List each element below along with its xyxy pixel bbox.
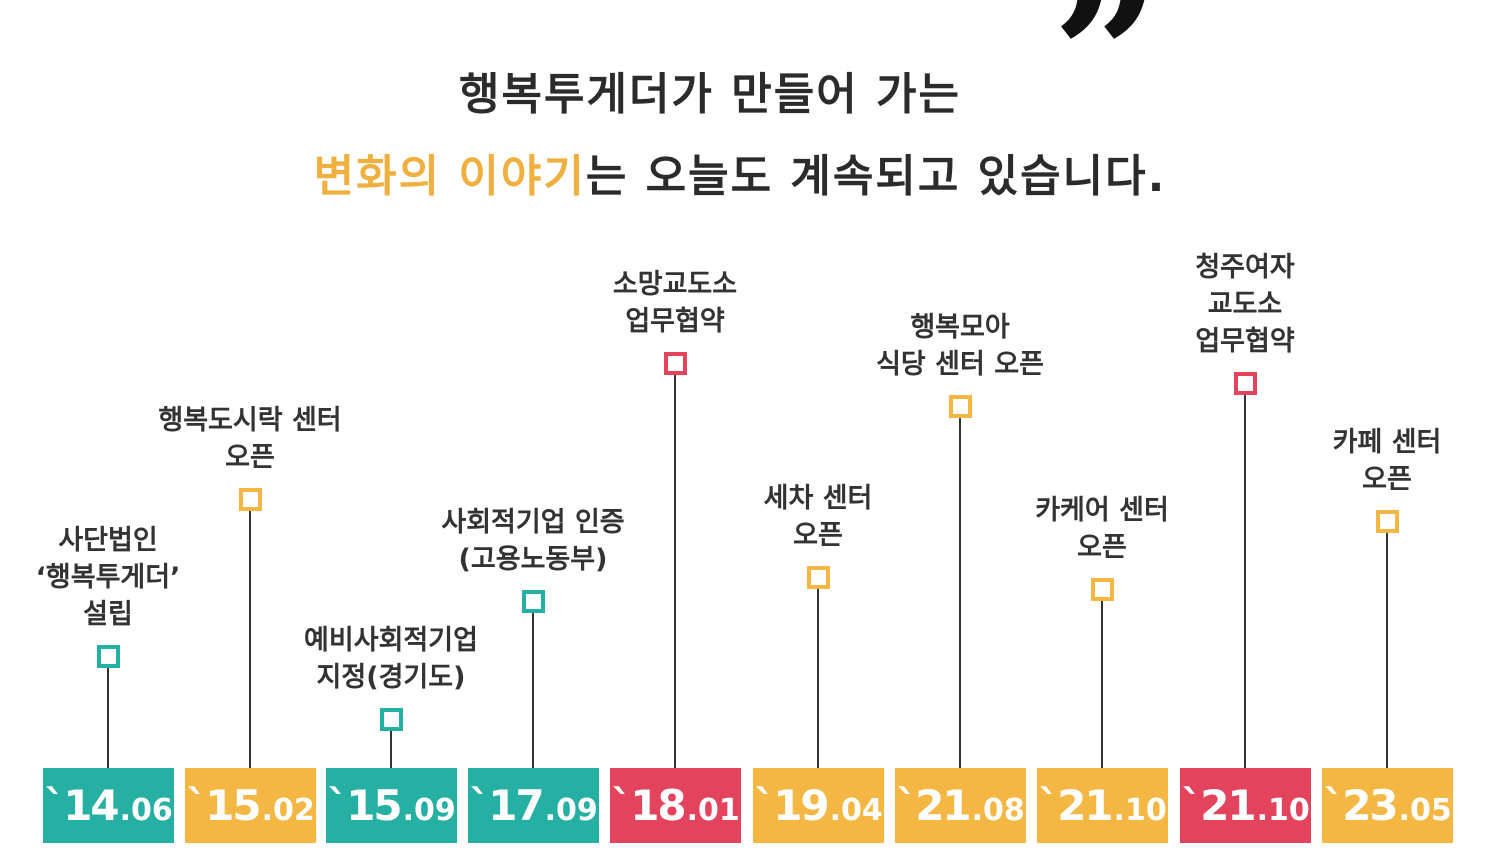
timeline-year: `14 [44, 781, 119, 830]
timeline-event-label-line: 카케어 센터 [1035, 495, 1169, 526]
timeline-stem [1386, 533, 1388, 768]
timeline-event-label-line: 오픈 [1077, 532, 1127, 563]
timeline-month: .01 [686, 793, 740, 828]
timeline-year: `23 [1323, 781, 1398, 830]
timeline-date-box: `14.06 [43, 768, 174, 843]
timeline-date-box: `21.10 [1180, 768, 1311, 843]
timeline-month: .09 [402, 793, 456, 828]
timeline-year: `15 [186, 781, 261, 830]
timeline-marker [239, 488, 262, 511]
headline-line-1: 행복투게더가 만들어 가는 [0, 58, 1460, 122]
timeline-year: `21 [896, 781, 971, 830]
timeline-marker [1376, 510, 1399, 533]
timeline-event-label-line: 오픈 [1362, 464, 1412, 495]
timeline-stem [817, 589, 819, 768]
timeline-event-label-line: 지정(경기도) [316, 662, 466, 693]
timeline-marker [1091, 578, 1114, 601]
timeline-event-label-line: 설립 [83, 599, 133, 630]
timeline-event-label: 사회적기업 인증 (고용노동부) [403, 504, 663, 578]
timeline-year: `18 [611, 781, 686, 830]
timeline-month: .10 [1113, 793, 1167, 828]
timeline-event-label-line: 업무협약 [625, 306, 725, 337]
timeline-event-label-line: 사단법인 [58, 525, 158, 556]
timeline-event-label-line: 오픈 [793, 520, 843, 551]
timeline-marker [664, 352, 687, 375]
timeline-stem [959, 418, 961, 768]
timeline-month: .09 [544, 793, 598, 828]
timeline-year: `21 [1038, 781, 1113, 830]
timeline-event-label-line: (고용노동부) [458, 544, 608, 575]
timeline-event-label-line: 세차 센터 [763, 483, 873, 514]
timeline-event-label-line: 오픈 [225, 442, 275, 473]
timeline-event-label-line: ‘행복투게더’ [35, 562, 181, 593]
timeline-date-box: `21.08 [895, 768, 1026, 843]
timeline-year: `19 [754, 781, 829, 830]
timeline-month: .08 [971, 793, 1025, 828]
timeline-date-box: `15.09 [326, 768, 457, 843]
timeline-stem [249, 511, 251, 768]
timeline-year: `15 [327, 781, 402, 830]
timeline-year: `21 [1181, 781, 1256, 830]
timeline-event-label-line: 식당 센터 오픈 [876, 349, 1044, 380]
timeline-date-box: `15.02 [185, 768, 316, 843]
timeline-stem [390, 731, 392, 768]
timeline-marker [949, 395, 972, 418]
timeline-marker [807, 566, 830, 589]
timeline-month: .10 [1256, 793, 1310, 828]
timeline-event-label-line: 행복도시락 센터 [158, 405, 342, 436]
timeline-stem [107, 668, 109, 768]
timeline-event-label-line: 사회적기업 인증 [441, 507, 625, 538]
timeline-event-label-line: 예비사회적기업 [304, 625, 478, 656]
timeline-marker [97, 645, 120, 668]
timeline-stem [1101, 601, 1103, 768]
closing-quote-icon: ” [1052, 0, 1162, 168]
timeline-marker [1234, 372, 1257, 395]
timeline-month: .05 [1398, 793, 1452, 828]
timeline-event-label-line: 교도소 [1207, 289, 1283, 320]
timeline-date-box: `18.01 [610, 768, 741, 843]
timeline-event-label: 사단법인 ‘행복투게더’ 설립 [0, 522, 238, 633]
timeline-event-label-line: 소망교도소 [612, 269, 738, 300]
timeline-date-box: `21.10 [1037, 768, 1168, 843]
timeline-month: .06 [119, 793, 173, 828]
timeline-date-box: `17.09 [468, 768, 599, 843]
timeline-stem [532, 613, 534, 768]
timeline-event-label-line: 행복모아 [910, 312, 1010, 343]
timeline-stem [1244, 395, 1246, 768]
timeline-year: `17 [469, 781, 544, 830]
timeline-date-box: `23.05 [1322, 768, 1453, 843]
timeline-month: .02 [261, 793, 315, 828]
timeline-stem [674, 375, 676, 768]
timeline-date-box: `19.04 [753, 768, 884, 843]
timeline-marker [380, 708, 403, 731]
headline-line-2: 변화의 이야기는 오늘도 계속되고 있습니다. [0, 140, 1490, 204]
timeline-event-label-line: 청주여자 [1195, 252, 1295, 283]
timeline-event-label-line: 카페 센터 [1332, 427, 1442, 458]
headline-highlight-text: 변화의 이야기 [313, 151, 586, 202]
headline-line-1-text: 행복투게더가 만들어 가는 [459, 69, 961, 120]
timeline-marker [522, 590, 545, 613]
timeline-event-label-line: 업무협약 [1195, 326, 1295, 357]
timeline-month: .04 [829, 793, 883, 828]
headline-line-2-text: 는 오늘도 계속되고 있습니다. [585, 151, 1167, 202]
